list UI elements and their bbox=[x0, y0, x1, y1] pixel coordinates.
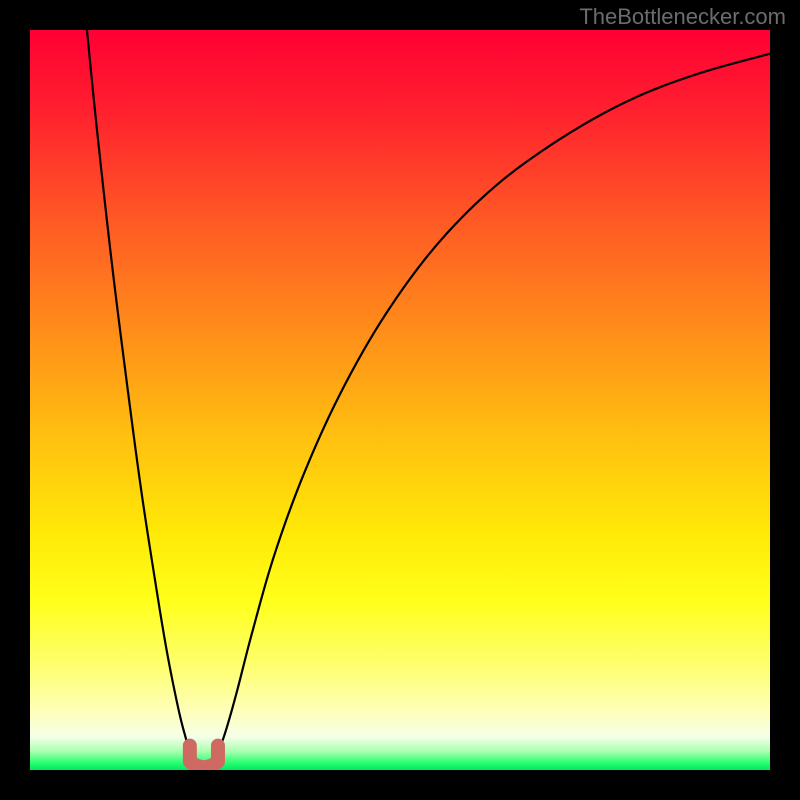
bottleneck-curve-chart: TheBottlenecker.com bbox=[0, 0, 800, 800]
chart-svg bbox=[0, 0, 800, 800]
watermark-text: TheBottlenecker.com bbox=[579, 4, 786, 30]
chart-plot-background bbox=[30, 30, 770, 770]
